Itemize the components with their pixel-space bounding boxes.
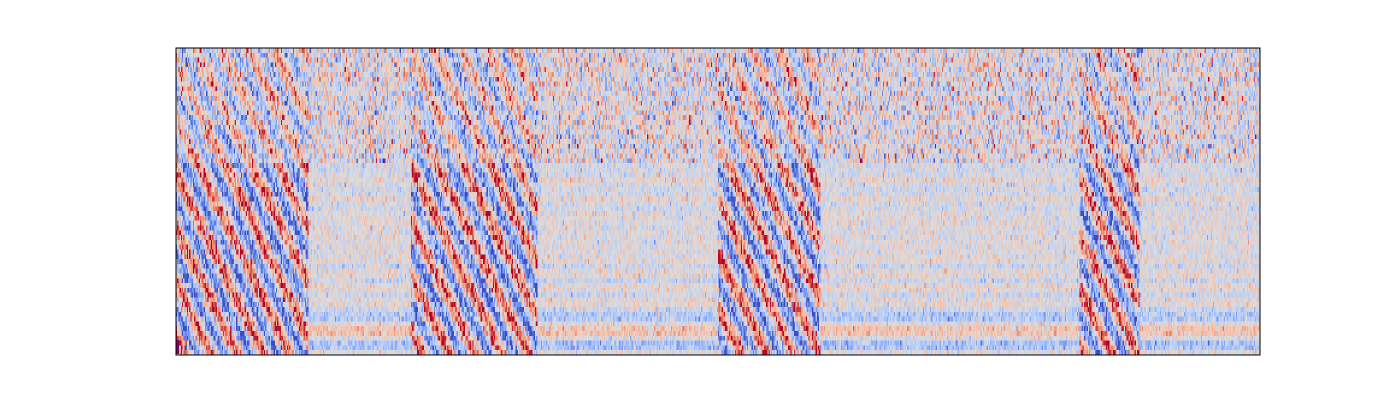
heatmap-image xyxy=(176,48,1260,355)
heatmap-plot-area xyxy=(176,48,1260,355)
plot-frame xyxy=(175,47,1261,356)
corner-marker xyxy=(176,340,179,354)
